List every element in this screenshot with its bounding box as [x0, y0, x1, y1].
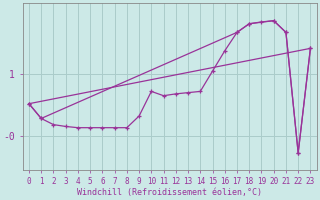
X-axis label: Windchill (Refroidissement éolien,°C): Windchill (Refroidissement éolien,°C)	[77, 188, 262, 197]
